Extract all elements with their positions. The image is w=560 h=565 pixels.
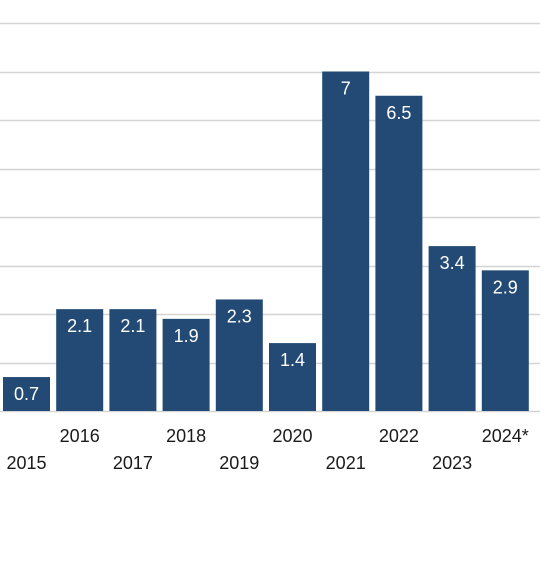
x-tick-label: 2015 bbox=[6, 453, 46, 473]
bar-2024 bbox=[481, 270, 529, 411]
bar-value-label: 2.3 bbox=[227, 306, 252, 326]
bars bbox=[3, 71, 529, 411]
x-tick-label: 2018 bbox=[166, 426, 206, 446]
bar-value-label: 6.5 bbox=[386, 103, 411, 123]
bar-2022 bbox=[375, 95, 423, 411]
bar-value-label: 1.9 bbox=[174, 326, 199, 346]
bar-2017 bbox=[109, 309, 157, 411]
bar-value-label: 2.1 bbox=[120, 316, 145, 336]
bar-2016 bbox=[56, 309, 104, 411]
bar-2020 bbox=[269, 343, 316, 411]
bar-2019 bbox=[215, 299, 263, 411]
bar-value-labels: 0.7 2.1 2.1 1.9 2.3 1.4 7 6.5 3.4 2.9 bbox=[14, 79, 518, 405]
bar-value-label: 2.9 bbox=[493, 277, 518, 297]
bar-value-label: 7 bbox=[341, 79, 351, 99]
bar-2018 bbox=[162, 318, 210, 411]
x-tick-label: 2019 bbox=[219, 453, 259, 473]
x-tick-labels: 2015 2016 2017 2018 2019 2020 2021 2022 2023 2024… bbox=[6, 426, 528, 473]
x-tick-label: 2017 bbox=[113, 453, 153, 473]
bar-value-label: 1.4 bbox=[280, 350, 305, 370]
x-tick-label: 2023 bbox=[432, 453, 472, 473]
bar-2023 bbox=[428, 246, 476, 411]
bar-value-label: 0.7 bbox=[14, 384, 39, 404]
x-tick-label: 2016 bbox=[60, 426, 100, 446]
bar-2021 bbox=[322, 71, 370, 411]
x-tick-label: 2020 bbox=[272, 426, 312, 446]
x-tick-label: 2022 bbox=[379, 426, 419, 446]
x-tick-label: 2024* bbox=[482, 426, 529, 446]
bar-2015 bbox=[3, 377, 50, 411]
bar-value-label: 2.1 bbox=[67, 316, 92, 336]
bar-value-label: 3.4 bbox=[440, 253, 465, 273]
x-tick-label: 2021 bbox=[326, 453, 366, 473]
